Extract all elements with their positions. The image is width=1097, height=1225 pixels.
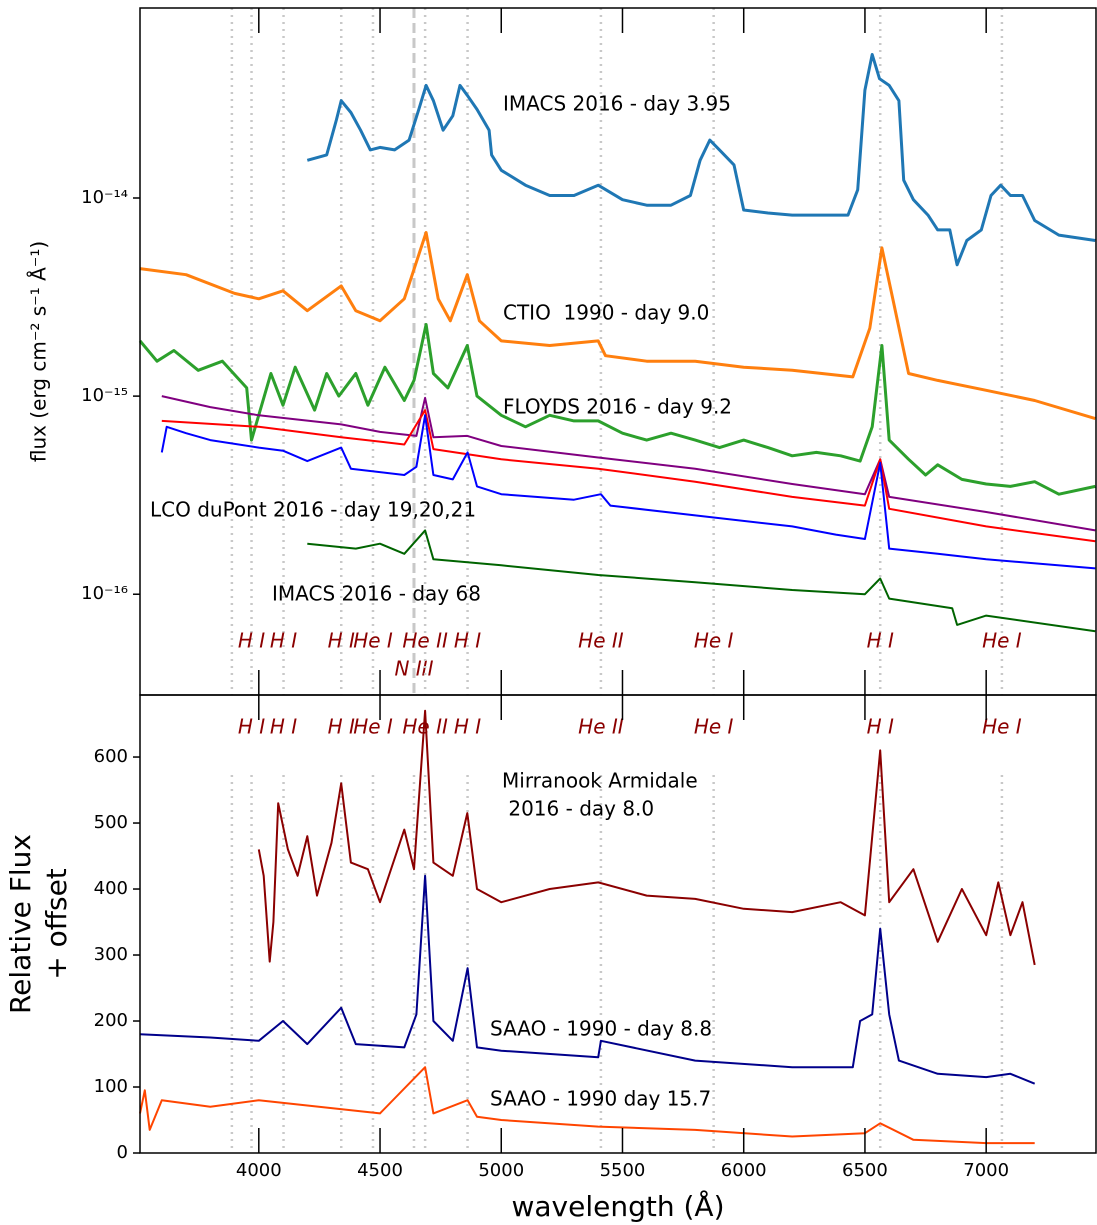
line-id-label: He I xyxy=(982,629,1022,653)
y-tick-label: 10⁻¹⁴ xyxy=(81,187,128,208)
spectrum xyxy=(306,53,1096,267)
line-id-label: H I xyxy=(270,715,297,739)
y-axis-label: Relative Flux xyxy=(4,834,37,1014)
spectrum xyxy=(138,323,1096,496)
annotation: CTIO 1990 - day 9.0 xyxy=(503,301,709,325)
line-id-label: He II xyxy=(402,629,448,653)
y-tick-label: 200 xyxy=(94,1010,128,1031)
line-id-label: H I xyxy=(454,715,481,739)
y-tick-label: 0 xyxy=(117,1142,128,1163)
plot-frame xyxy=(139,694,1097,1154)
line-id-label: He II xyxy=(578,715,624,739)
line-id-label: H I xyxy=(454,629,481,653)
x-tick-label: 7000 xyxy=(963,1160,1009,1181)
line-id-label: H I xyxy=(238,715,265,739)
x-axis-label: wavelength (Å) xyxy=(511,1189,724,1223)
line-id-label: He I xyxy=(353,715,393,739)
spectrum xyxy=(139,1066,1035,1145)
line-id-label: H I xyxy=(238,629,265,653)
y-tick-label: 10⁻¹⁵ xyxy=(81,385,128,406)
spectrum xyxy=(139,231,1096,421)
spectrum xyxy=(161,409,1096,543)
line-id-label: He II xyxy=(578,629,624,653)
y-tick-label: 500 xyxy=(94,812,128,833)
spectrum xyxy=(139,874,1036,1085)
annotation: IMACS 2016 - day 3.95 xyxy=(503,92,731,116)
spectrum xyxy=(160,414,1096,570)
annotation: IMACS 2016 - day 68 xyxy=(272,582,481,606)
annotation: SAAO - 1990 day 15.7 xyxy=(490,1087,711,1111)
spectrum xyxy=(257,709,1036,966)
x-tick-label: 4500 xyxy=(357,1160,403,1181)
line-id-label: He I xyxy=(982,715,1022,739)
y-tick-label: 100 xyxy=(94,1076,128,1097)
line-id-label: H I xyxy=(867,715,894,739)
line-id-label: He I xyxy=(694,715,734,739)
x-tick-label: 6000 xyxy=(721,1160,767,1181)
y-tick-label: 300 xyxy=(94,944,128,965)
line-id-label: He I xyxy=(353,629,393,653)
annotation: 2016 - day 8.0 xyxy=(502,797,654,821)
x-tick-label: 6500 xyxy=(842,1160,888,1181)
line-id-label: He I xyxy=(694,629,734,653)
annotation: SAAO - 1990 - day 8.8 xyxy=(490,1017,712,1041)
annotation: LCO duPont 2016 - day 19,20,21 xyxy=(150,498,476,522)
annotation: Mirranook Armidale xyxy=(502,769,698,793)
line-id-label: N III xyxy=(394,657,433,681)
x-tick-label: 4000 xyxy=(236,1160,282,1181)
annotation: FLOYDS 2016 - day 9.2 xyxy=(503,395,732,419)
line-id-label: H I xyxy=(867,629,894,653)
y-tick-label: 600 xyxy=(94,746,128,767)
y-tick-label: 400 xyxy=(94,878,128,899)
line-id-label: H I xyxy=(328,715,355,739)
y-tick-label: 10⁻¹⁶ xyxy=(81,583,128,604)
x-tick-label: 5000 xyxy=(478,1160,524,1181)
y-axis-label: + offset xyxy=(40,868,73,980)
line-id-label: H I xyxy=(270,629,297,653)
line-id-label: H I xyxy=(328,629,355,653)
spectrum xyxy=(307,529,1096,633)
x-tick-label: 5500 xyxy=(600,1160,646,1181)
y-axis-label: flux (erg cm⁻² s⁻¹ Å⁻¹) xyxy=(27,241,51,462)
